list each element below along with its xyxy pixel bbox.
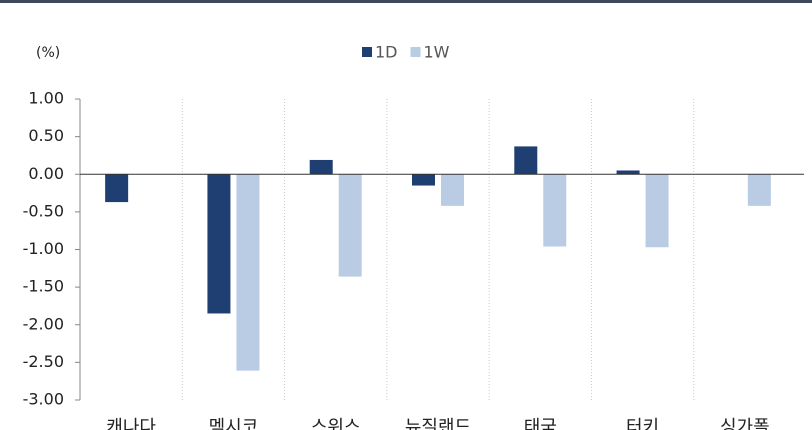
x-tick-label: 싱가폴 [720,417,770,430]
y-tick-label: -2.50 [23,352,64,371]
top-rule [0,0,812,3]
x-tick-label: 멕시코 [209,417,259,430]
x-tick-label: 캐나다 [106,417,156,430]
bar [309,159,333,175]
legend-swatch [410,47,421,57]
bar [514,146,538,175]
legend-swatch [362,47,372,57]
legend-label: 1D [375,43,398,62]
bar [616,170,640,175]
y-tick-label: -0.50 [23,201,64,220]
legend-label: 1W [424,43,450,62]
y-axis-label: (%) [36,45,60,61]
bar [747,174,771,206]
bar [441,174,464,206]
y-tick-label: -2.00 [23,314,64,333]
x-tick-label: 뉴질랜드 [405,417,471,430]
y-tick-label: 0.00 [28,164,64,183]
bar [105,174,129,203]
x-tick-label: 스위스 [311,417,361,430]
bar [645,174,669,248]
y-tick-label: -3.00 [23,390,64,409]
y-tick-label: 0.50 [28,126,64,145]
y-tick-label: 1.00 [28,89,64,108]
bar [412,174,435,186]
y-tick-label: -1.00 [23,239,64,258]
bar [338,174,362,277]
bar [207,174,231,314]
bar [543,174,567,247]
bar [236,174,260,371]
x-tick-label: 태국 [524,417,557,430]
x-tick-label: 터키 [626,417,659,430]
y-tick-label: -1.50 [23,277,64,296]
